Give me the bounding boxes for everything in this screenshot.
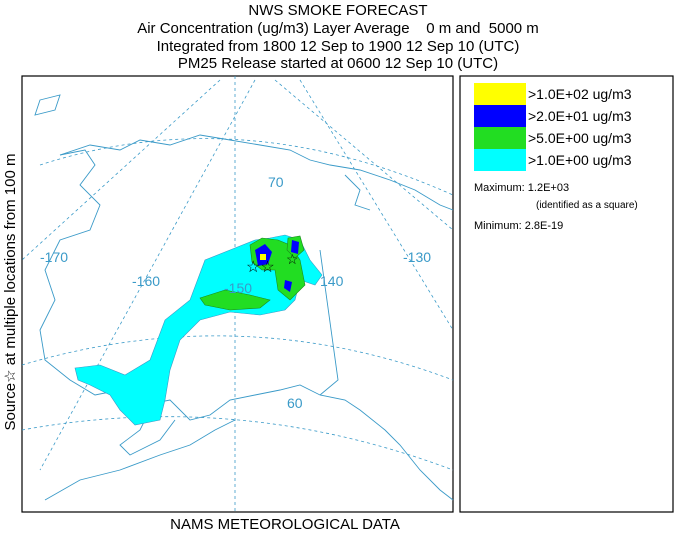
- side-label: Source☆ at multiple locations from 100 m: [2, 154, 19, 431]
- map-label: -150: [224, 280, 252, 296]
- source-marker: ☆☆: [246, 259, 275, 276]
- map-label: -170: [40, 249, 68, 265]
- map-label: 60: [287, 395, 303, 411]
- map-label: -130: [403, 249, 431, 265]
- legend-swatch: [474, 149, 526, 171]
- subtitle: PM25 Release started at 0600 12 Sep 10 (…: [178, 55, 498, 72]
- legend-swatch: [474, 105, 526, 127]
- legend-label: >1.0E+00 ug/m3: [528, 152, 632, 168]
- map: ☆☆ ☆ -170 -160 -150 140 -130 70 60: [21, 75, 454, 513]
- legend-label: >1.0E+02 ug/m3: [528, 86, 632, 102]
- map-label: 140: [320, 273, 344, 289]
- map-label: 70: [268, 174, 284, 190]
- plume: ☆☆ ☆: [74, 234, 323, 426]
- maximum: Maximum: 1.2E+03: [474, 182, 569, 194]
- legend-swatch: [474, 83, 526, 105]
- title: NWS SMOKE FORECAST: [248, 2, 427, 19]
- source-marker: ☆: [286, 251, 299, 267]
- subtitle: Integrated from 1800 12 Sep to 1900 12 S…: [157, 38, 520, 55]
- footer: NAMS METEOROLOGICAL DATA: [170, 516, 400, 532]
- legend-swatch: [474, 127, 526, 149]
- maximum-note: (identified as a square): [536, 200, 638, 211]
- legend-label: >5.0E+00 ug/m3: [528, 130, 632, 146]
- legend: Maximum: 1.2E+03 (identified as a square…: [459, 75, 674, 513]
- minimum: Minimum: 2.8E-19: [474, 220, 563, 232]
- legend-label: >2.0E+01 ug/m3: [528, 108, 632, 124]
- map-label: -160: [132, 273, 160, 289]
- subtitle: Air Concentration (ug/m3) Layer Average …: [137, 20, 539, 37]
